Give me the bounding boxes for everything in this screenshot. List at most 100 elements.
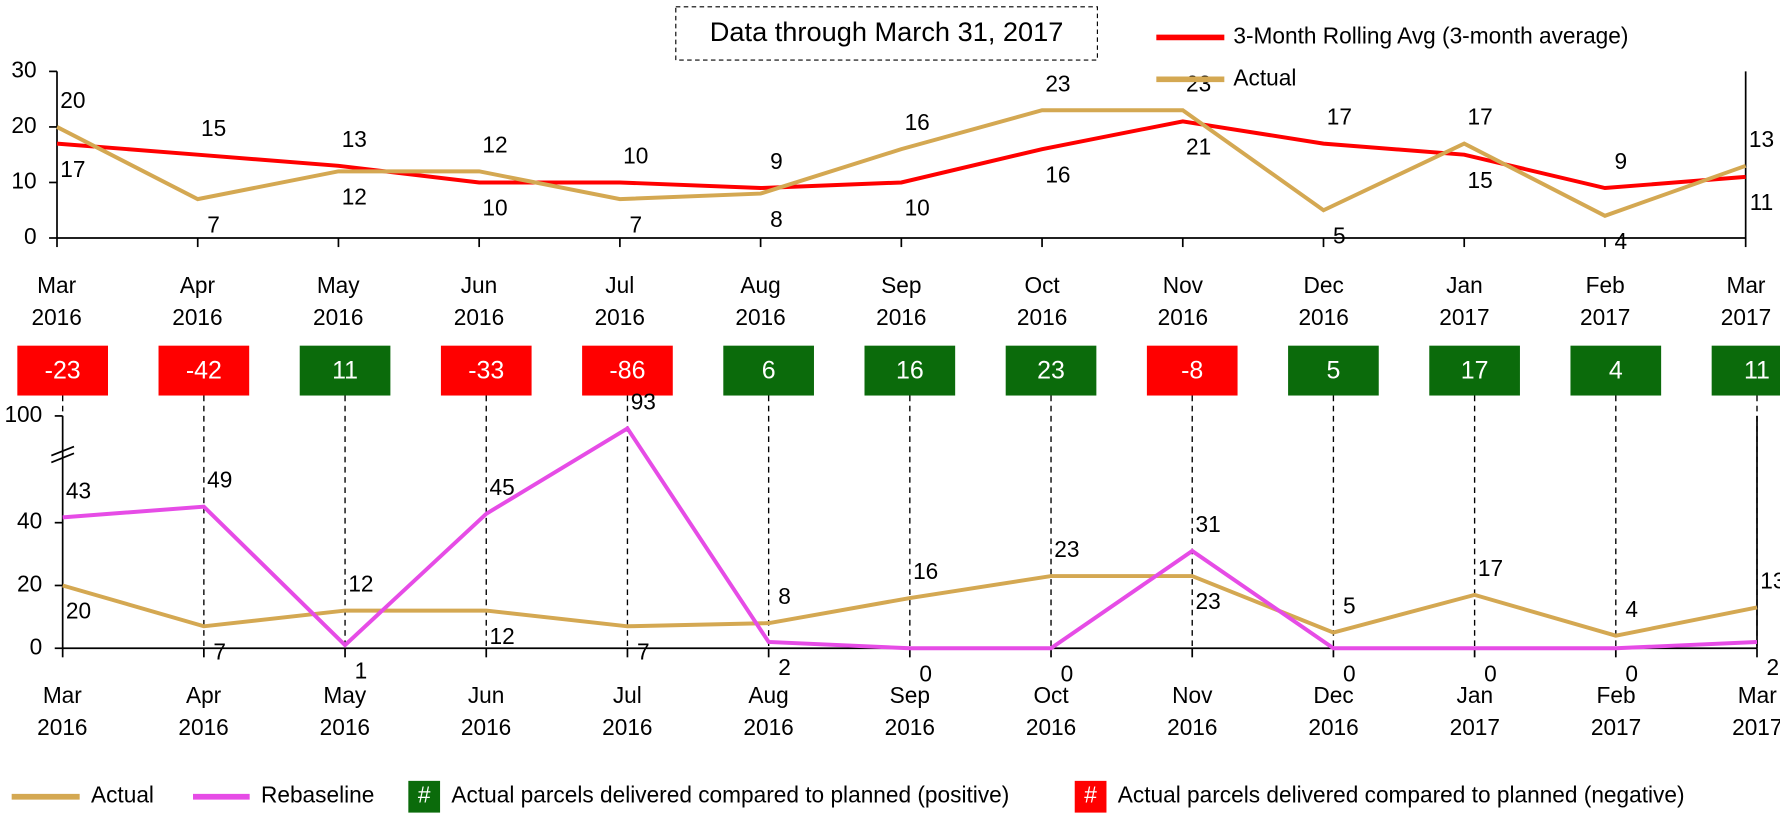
y-tick-label: 20	[11, 112, 36, 138]
legend-swatch	[408, 780, 441, 813]
data-label: 17	[1478, 555, 1503, 581]
variance-label: -86	[609, 356, 645, 384]
variance-box	[158, 345, 250, 396]
x-tick-label: Apr 2016	[178, 682, 229, 740]
x-tick-label: Dec 2016	[1308, 682, 1359, 740]
data-label: 13	[342, 126, 367, 152]
data-label: 7	[629, 211, 642, 237]
data-label: 93	[631, 388, 656, 414]
data-label: 5	[1343, 593, 1356, 619]
legend-symbol: #	[418, 782, 431, 808]
variance-label: -42	[186, 356, 222, 384]
x-tick-label: Apr 2016	[172, 271, 223, 330]
data-label: 9	[770, 148, 783, 174]
legend-label: Actual parcels delivered compared to pla…	[451, 782, 1009, 808]
variance-label: -8	[1181, 356, 1203, 384]
x-tick-label: Mar 2017	[1720, 271, 1772, 330]
chart-title: Data through March 31, 2017	[710, 16, 1064, 47]
variance-box	[1288, 345, 1379, 396]
data-label: 21	[1186, 134, 1211, 160]
variance-label: 5	[1326, 356, 1340, 384]
x-tick-label: Oct 2016	[1016, 271, 1068, 330]
data-label: 2	[778, 654, 791, 680]
data-label: 5	[1333, 222, 1346, 248]
data-label: 10	[623, 143, 648, 169]
data-label: 0	[1061, 660, 1074, 686]
data-label: 23	[1054, 536, 1079, 562]
data-label: 23	[1195, 588, 1220, 614]
x-tick-label: Feb 2017	[1590, 682, 1642, 740]
x-tick-label: May 2016	[319, 682, 371, 740]
data-label: 0	[1625, 660, 1638, 686]
x-tick-label: Aug 2016	[743, 682, 794, 740]
legend-symbol: #	[1084, 782, 1097, 808]
x-tick-label: Sep 2016	[884, 682, 936, 740]
x-tick-label: Jun 2016	[460, 682, 512, 740]
data-label: 45	[490, 474, 515, 500]
data-label: 12	[348, 571, 373, 597]
series-line	[56, 108, 1747, 218]
x-tick-label: Dec 2016	[1298, 271, 1349, 330]
data-label: 16	[1045, 161, 1070, 187]
data-label: 7	[637, 638, 650, 664]
data-label: 12	[342, 184, 367, 210]
variance-box	[1570, 345, 1662, 396]
data-label: 17	[60, 156, 85, 182]
data-label: 8	[778, 583, 791, 609]
series-line	[56, 119, 1746, 191]
variance-box	[17, 345, 108, 396]
data-label: 7	[207, 211, 220, 237]
data-label: 9	[1615, 148, 1628, 174]
data-label: 12	[482, 131, 507, 157]
variance-box	[864, 345, 956, 396]
y-tick-label: 20	[17, 570, 42, 596]
data-label: 31	[1195, 511, 1220, 537]
variance-label: 23	[1037, 356, 1065, 384]
data-label: 23	[1045, 70, 1070, 96]
data-label: 7	[213, 638, 226, 664]
data-label: 15	[201, 115, 226, 141]
variance-box	[1005, 345, 1097, 396]
x-tick-label: Mar 2016	[31, 271, 82, 330]
data-label: 12	[490, 623, 515, 649]
data-label: 0	[919, 660, 932, 686]
y-tick-label: 0	[24, 223, 37, 249]
variance-box	[582, 345, 673, 396]
variance-label: 11	[1744, 356, 1770, 384]
data-label: 8	[770, 206, 783, 232]
x-tick-label: Oct 2016	[1025, 682, 1077, 740]
data-label: 13	[1760, 568, 1780, 594]
data-label: 49	[207, 467, 232, 493]
legend-label: 3-Month Rolling Avg (3-month average)	[1233, 22, 1628, 48]
variance-label: 6	[762, 356, 776, 384]
data-label: 13	[1749, 126, 1774, 152]
series-line	[62, 574, 1758, 638]
data-label: 17	[1327, 104, 1352, 130]
data-label: 0	[1484, 660, 1497, 686]
legend-label: Actual parcels delivered compared to pla…	[1118, 782, 1685, 808]
variance-label: 4	[1609, 356, 1623, 384]
legend-label: Actual	[1233, 64, 1296, 90]
x-tick-label: Nov 2016	[1167, 682, 1218, 740]
variance-box	[1429, 345, 1520, 396]
x-tick-label: Nov 2016	[1157, 271, 1209, 330]
variance-box	[299, 345, 391, 396]
data-label: 16	[905, 109, 930, 135]
x-tick-label: Jul 2016	[594, 271, 645, 330]
data-label: 15	[1467, 167, 1492, 193]
y-tick-label: 40	[17, 508, 42, 534]
data-label: 17	[1467, 104, 1492, 130]
variance-label: 11	[332, 356, 358, 384]
data-label: 2	[1767, 654, 1780, 680]
data-label: 4	[1625, 596, 1638, 622]
series-line	[62, 425, 1758, 651]
y-tick-label: 10	[11, 167, 36, 193]
variance-box	[723, 345, 814, 396]
data-label: 20	[60, 87, 85, 113]
y-tick-label: 100	[4, 401, 42, 427]
x-tick-label: Jan 2017	[1449, 682, 1501, 740]
x-tick-label: Sep 2016	[876, 271, 927, 330]
data-label: 16	[913, 558, 938, 584]
